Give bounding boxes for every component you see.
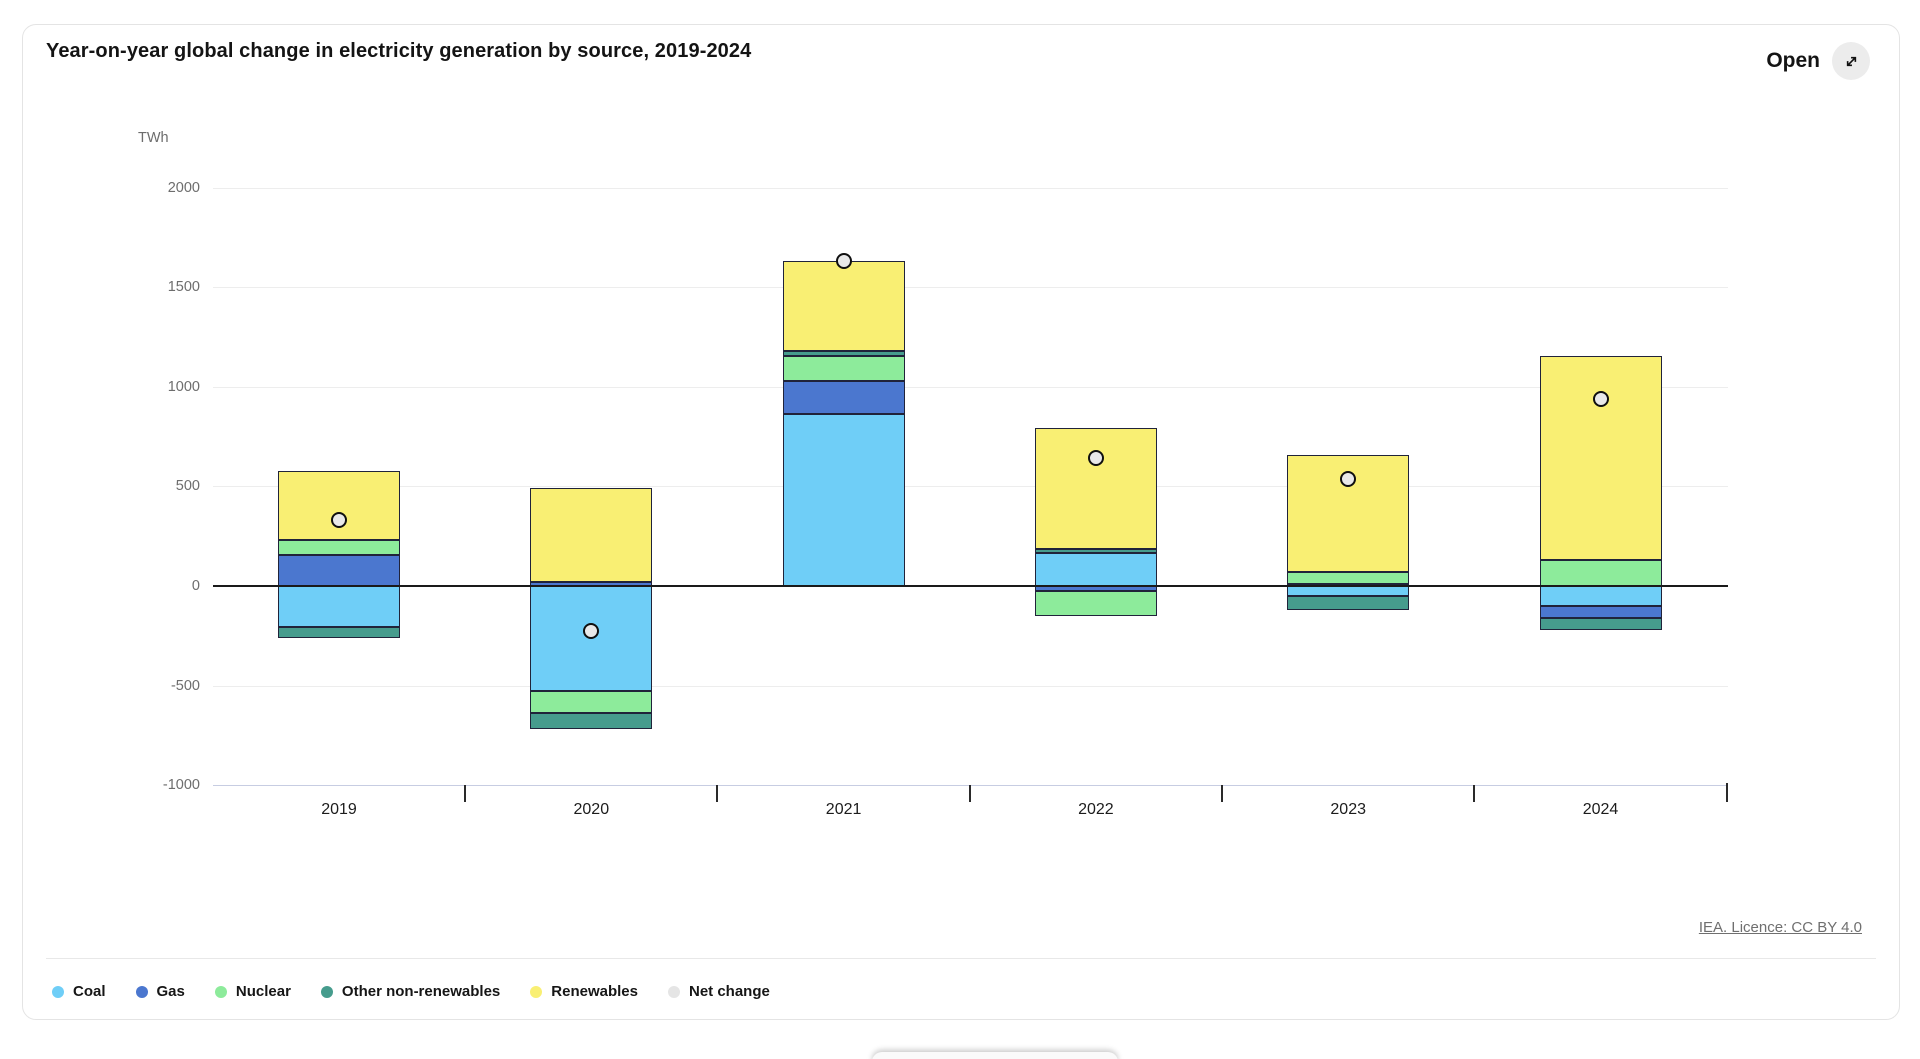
gridline — [213, 187, 1728, 189]
bar-segment[interactable] — [530, 690, 653, 714]
y-axis-tick-label: 2000 — [167, 179, 200, 196]
legend-swatch — [135, 985, 148, 998]
x-axis-tick — [1726, 783, 1728, 803]
bar-segment[interactable] — [1034, 590, 1157, 616]
x-axis-tick — [1221, 785, 1224, 803]
y-axis-tick-label: 1500 — [167, 279, 200, 296]
expand-diagonal-icon[interactable] — [1832, 42, 1870, 80]
y-axis-tick-label: -500 — [170, 677, 200, 694]
bar-segment[interactable] — [530, 713, 653, 730]
legend-label: Coal — [73, 983, 106, 1000]
bar-segment[interactable] — [278, 540, 400, 556]
legend-label: Nuclear — [235, 983, 291, 1000]
open-button-label: Open — [1766, 49, 1820, 72]
zero-line — [213, 585, 1728, 587]
legend-item[interactable]: Net change — [668, 983, 770, 1000]
gridline — [213, 287, 1728, 289]
y-axis-tick-label: 500 — [175, 478, 200, 495]
bar-segment[interactable] — [1287, 595, 1410, 610]
bar-segment[interactable] — [278, 555, 400, 586]
x-axis-label: 2023 — [1330, 801, 1366, 818]
legend-swatch — [214, 985, 227, 998]
bar-segment[interactable] — [782, 355, 905, 381]
legend-label: Gas — [156, 983, 185, 1000]
x-axis-label: 2024 — [1582, 801, 1619, 818]
gridline — [213, 386, 1728, 388]
legend-item[interactable]: Nuclear — [214, 983, 291, 1000]
chart-title: Year-on-year global change in electricit… — [46, 40, 752, 62]
bar-segment[interactable] — [1034, 553, 1157, 586]
net-change-marker[interactable] — [331, 512, 347, 529]
y-axis-unit-label: TWh — [138, 130, 169, 146]
net-change-marker[interactable] — [1592, 390, 1609, 407]
net-change-marker[interactable] — [1340, 471, 1357, 488]
x-axis-label: 2020 — [573, 801, 610, 818]
x-axis-tick — [464, 785, 467, 803]
bar-segment[interactable] — [782, 380, 905, 414]
net-change-marker[interactable] — [583, 622, 600, 639]
bar-segment[interactable] — [1539, 586, 1662, 606]
legend-swatch — [668, 985, 680, 998]
x-axis-label: 2021 — [825, 801, 862, 818]
bar-segment[interactable] — [278, 626, 400, 638]
legend-label: Renewables — [551, 983, 638, 1000]
x-axis-tick — [716, 785, 719, 803]
bar-segment[interactable] — [1539, 560, 1662, 586]
legend-item[interactable]: Coal — [52, 983, 106, 1000]
bar-segment[interactable] — [1287, 586, 1410, 596]
x-axis-label: 2022 — [1078, 801, 1114, 818]
footer-license-link[interactable]: IEA. Licence: CC BY 4.0 — [1698, 919, 1862, 936]
gridline — [213, 486, 1728, 488]
x-axis-label: 2019 — [321, 801, 357, 818]
legend: Coal Gas Nuclear Other non-renewables Renewa… — [52, 983, 770, 1000]
bar-segment[interactable] — [1287, 572, 1410, 584]
legend-item[interactable]: Gas — [135, 983, 185, 1000]
bar-segment[interactable] — [278, 471, 400, 541]
bar-segment[interactable] — [1034, 549, 1157, 554]
bar-segment[interactable] — [782, 261, 905, 351]
bar-segment[interactable] — [1539, 605, 1662, 618]
x-axis-tick — [968, 785, 971, 803]
open-button[interactable]: Open — [1766, 42, 1870, 80]
legend-swatch — [320, 985, 333, 998]
y-axis-tick-label: 1000 — [167, 378, 200, 395]
bar-segment[interactable] — [782, 350, 905, 356]
legend-label: Net change — [689, 983, 770, 1000]
legend-divider — [46, 958, 1876, 959]
legend-swatch — [52, 985, 64, 998]
bottom-sheet-edge[interactable] — [872, 1052, 1118, 1059]
y-axis-tick-label: -1000 — [162, 777, 200, 794]
legend-item[interactable]: Renewables — [530, 983, 638, 1000]
bar-segment[interactable] — [1034, 427, 1157, 550]
legend-label: Other non-renewables — [341, 983, 501, 1000]
net-change-marker[interactable] — [835, 253, 852, 270]
y-axis-tick-label: 0 — [191, 578, 200, 594]
gridline — [213, 685, 1728, 687]
legend-item[interactable]: Other non-renewables — [320, 983, 501, 1000]
bar-segment[interactable] — [530, 488, 653, 582]
legend-swatch — [530, 985, 543, 998]
bar-segment[interactable] — [1539, 355, 1662, 561]
bar-segment[interactable] — [1539, 617, 1662, 630]
x-axis-tick — [1473, 785, 1476, 803]
bar-segment[interactable] — [278, 586, 400, 627]
bar-segment[interactable] — [782, 413, 905, 586]
net-change-marker[interactable] — [1087, 449, 1104, 466]
